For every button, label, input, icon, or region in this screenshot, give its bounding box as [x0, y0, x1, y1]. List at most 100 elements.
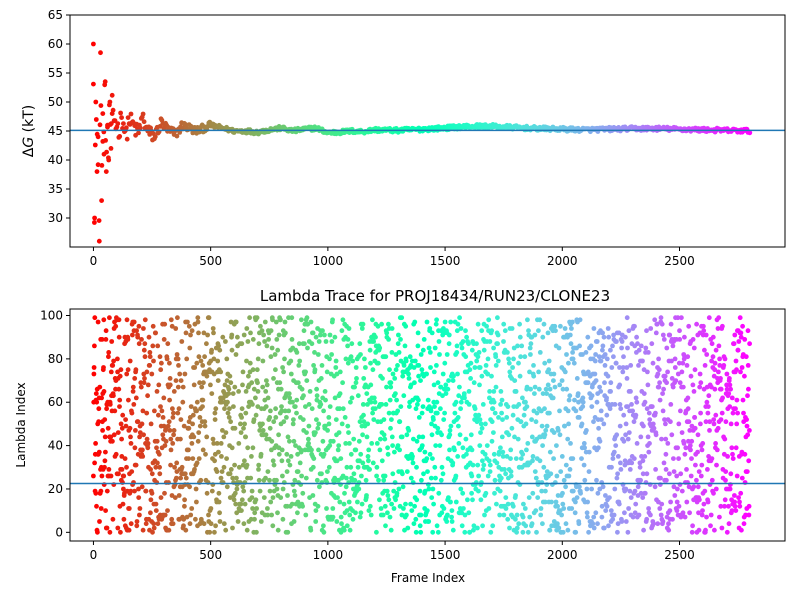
lambda-point — [737, 315, 743, 321]
lambda-point — [621, 438, 627, 444]
lambda-point — [363, 365, 368, 370]
lambda-point — [703, 332, 709, 338]
lambda-point — [329, 352, 334, 357]
lambda-point — [212, 458, 218, 464]
lambda-point — [280, 486, 286, 492]
lambda-point — [180, 399, 186, 405]
lambda-point — [701, 501, 707, 507]
lambda-point — [121, 486, 126, 492]
lambda-point — [122, 456, 128, 461]
lambda-point — [224, 484, 230, 490]
lambda-point — [273, 319, 279, 325]
lambda-point — [711, 490, 716, 496]
lambda-point — [220, 428, 225, 433]
lambda-point — [165, 341, 171, 347]
lambda-point — [386, 497, 392, 503]
lambda-point — [403, 323, 409, 329]
dg-point — [97, 122, 103, 128]
lambda-point — [393, 497, 398, 503]
lambda-point — [217, 347, 223, 353]
lambda-point — [589, 486, 594, 492]
lambda-point — [696, 527, 702, 533]
lambda-point — [303, 404, 308, 409]
lambda-point — [746, 512, 752, 518]
dg-point — [124, 136, 130, 142]
lambda-point — [278, 317, 283, 323]
lambda-point — [716, 315, 722, 321]
lambda-point — [128, 441, 134, 446]
lambda-point — [523, 523, 529, 529]
lambda-point — [595, 521, 600, 527]
lambda-point — [195, 315, 201, 321]
dg-point — [95, 134, 101, 140]
lambda-point — [746, 386, 751, 392]
lambda-point — [148, 421, 154, 427]
lambda-point — [226, 386, 232, 392]
lambda-point — [651, 521, 656, 527]
lambda-point — [257, 488, 263, 494]
lambda-point — [596, 445, 601, 451]
lambda-point — [729, 395, 735, 401]
dg-point — [177, 130, 183, 135]
lambda-point — [251, 386, 257, 392]
lambda-point — [386, 410, 392, 416]
lambda-point — [644, 406, 650, 412]
lambda-point — [629, 402, 634, 407]
lambda-point — [93, 391, 99, 396]
lambda-point — [504, 415, 510, 420]
lambda-point — [729, 508, 735, 513]
lambda-point — [510, 503, 516, 509]
lambda-point — [371, 395, 377, 401]
lambda-point — [139, 484, 145, 490]
lambda-point — [404, 469, 410, 474]
lambda-point — [393, 367, 399, 373]
lambda-point — [215, 378, 221, 383]
lambda-point — [169, 323, 175, 329]
lambda-point — [430, 456, 435, 461]
lambda-point — [176, 493, 182, 498]
lambda-point — [326, 464, 332, 470]
lambda-point — [333, 358, 339, 364]
lambda-point — [110, 363, 116, 368]
lambda-point — [747, 341, 752, 347]
lambda-point — [255, 404, 261, 409]
lambda-point — [247, 360, 253, 366]
lambda-point — [113, 386, 118, 392]
lambda-point — [739, 475, 745, 481]
lambda-point — [565, 408, 571, 414]
lambda-point — [340, 406, 346, 412]
lambda-point — [143, 521, 149, 527]
lambda-point — [449, 514, 454, 520]
lambda-point — [483, 490, 489, 496]
dg-point — [174, 133, 180, 139]
lambda-point — [430, 529, 436, 535]
lambda-point — [666, 521, 671, 527]
lambda-point — [678, 408, 683, 414]
lambda-point — [226, 391, 232, 396]
dg-point — [107, 99, 113, 105]
lambda-point — [321, 408, 326, 414]
lambda-point — [390, 443, 395, 448]
lambda-point — [363, 477, 369, 483]
lambda-point — [591, 326, 597, 331]
lambda-point — [348, 399, 353, 405]
lambda-point — [165, 423, 171, 429]
lambda-point — [446, 378, 451, 383]
lambda-point — [306, 436, 311, 442]
lambda-point — [727, 382, 733, 388]
lambda-point — [211, 356, 217, 362]
lambda-point — [416, 434, 422, 440]
lambda-point — [494, 501, 499, 507]
lambda-point — [263, 404, 269, 409]
lambda-point — [635, 341, 640, 347]
lambda-point — [116, 317, 122, 323]
lambda-point — [181, 423, 187, 429]
lambda-point — [170, 441, 176, 446]
lambda-point — [395, 443, 401, 448]
lambda-point — [284, 469, 290, 474]
lambda-point — [565, 527, 571, 533]
lambda-point — [136, 495, 142, 500]
lambda-point — [728, 471, 734, 477]
lambda-point — [727, 486, 733, 492]
lambda-point — [441, 506, 447, 511]
